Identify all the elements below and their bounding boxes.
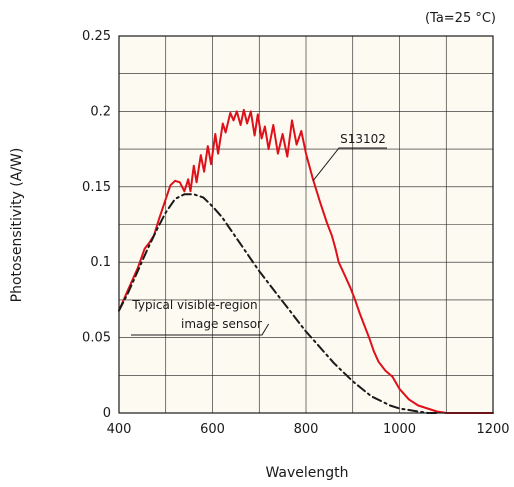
x-axis-label: Wavelength [265, 465, 348, 481]
series-callout-leader [312, 147, 387, 182]
y-tick-label: 0.25 [82, 29, 111, 44]
y-tick-label: 0 [103, 406, 111, 421]
y-tick-label: 0.2 [90, 104, 111, 119]
y-axis-label: Photosensitivity (A/W) [9, 148, 25, 303]
y-tick-label: 0.15 [82, 180, 111, 195]
series-callout-label: Typical visible-region [131, 298, 257, 312]
series-line-0 [118, 108, 494, 414]
x-tick-label: 1200 [476, 422, 509, 437]
series-callout-leader [131, 323, 270, 336]
series-line-1 [118, 193, 438, 414]
measurement-condition-note: (Ta=25 °C) [425, 11, 496, 26]
y-tick-label: 0.1 [90, 255, 111, 270]
plot-frame [118, 35, 494, 414]
x-tick-label: 400 [107, 422, 132, 437]
x-tick-label: 600 [200, 422, 225, 437]
annotation-layer: S13102 Typical visible-region image sensor [131, 132, 387, 336]
x-tick-label: 1000 [383, 422, 416, 437]
x-axis-tick-labels: 400 600 800 1000 1200 [107, 422, 510, 437]
series-callout-label: image sensor [181, 317, 262, 331]
y-tick-label: 0.05 [82, 331, 111, 346]
series-layer [118, 108, 494, 414]
y-axis-tick-labels: 0 0.05 0.1 0.15 0.2 0.25 [82, 29, 111, 421]
series-callout-label: S13102 [340, 132, 386, 146]
x-tick-label: 800 [294, 422, 319, 437]
